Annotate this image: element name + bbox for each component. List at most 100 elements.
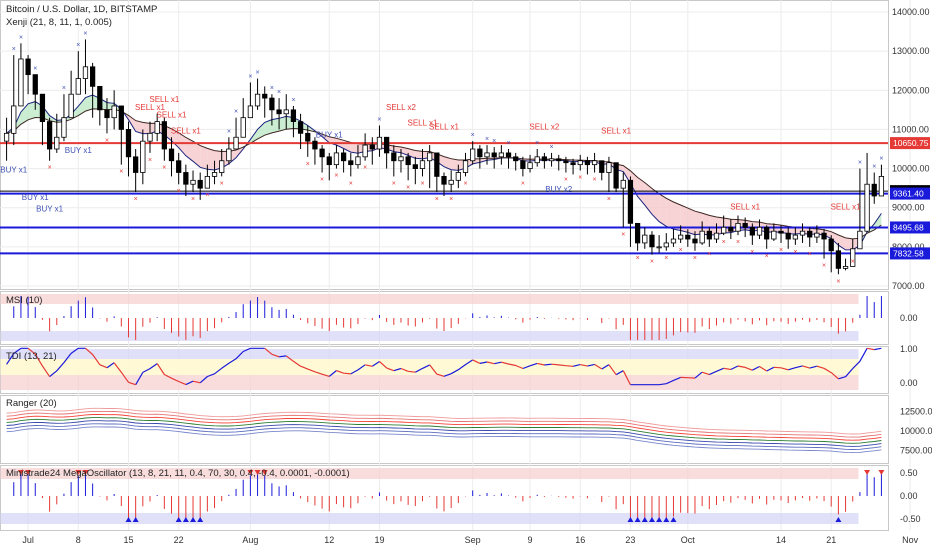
ma-cloud-segment (680, 204, 688, 233)
candle-body (226, 148, 232, 162)
mega-buy-arrow (648, 517, 655, 522)
ranger-band-line (6, 407, 882, 435)
candlestick-series[interactable] (3, 39, 885, 275)
ma-cloud-segment (415, 150, 423, 159)
tdi-mid-band (0, 359, 859, 375)
candle-body (254, 93, 261, 107)
candle-body (140, 140, 146, 173)
ma-cloud-segment (651, 188, 660, 222)
level-tag-bg (890, 247, 930, 260)
mega-buy-arrow (190, 517, 197, 522)
candle-body (154, 121, 160, 134)
candle-body (369, 144, 375, 150)
candle-body (470, 148, 476, 162)
candle-body (835, 250, 842, 269)
candle-body (570, 162, 576, 166)
candle-body (75, 78, 81, 95)
candle-body (262, 93, 268, 99)
candle-body (606, 162, 612, 173)
candle-body (348, 160, 354, 166)
price-tick-label: 7000.00 (892, 281, 925, 291)
msi-panel[interactable] (0, 294, 882, 341)
buy-x-marker: × (256, 70, 260, 77)
ma-cloud-segment (694, 211, 703, 235)
msi-title: MSI (10) (6, 295, 42, 306)
candle-body (527, 162, 533, 169)
candle-body (398, 156, 404, 162)
sell-x-marker: × (822, 263, 826, 270)
sell-x-marker: × (765, 253, 769, 260)
price-axis[interactable]: 14000.00 13000.00 12000.00 11000.00 10000.00… (892, 7, 930, 291)
tdi-line-falling (27, 347, 875, 386)
ma-cloud-segment (200, 145, 208, 170)
sell-x-marker: × (722, 239, 726, 246)
candle-body (319, 148, 325, 158)
mega-buy-arrow (132, 517, 139, 522)
ranger-band-line (6, 423, 882, 450)
candle-body (534, 156, 540, 164)
time-tick-label: Jul (22, 535, 34, 545)
candle-body (133, 156, 139, 173)
time-tick-label: Sep (465, 535, 481, 545)
candle-body (749, 226, 755, 236)
candle-body (692, 238, 698, 244)
time-tick-label: 8 (76, 535, 81, 545)
ma-cloud-segment (279, 116, 287, 132)
sell-x-marker: × (435, 196, 439, 203)
ranger-band-line (6, 410, 882, 438)
sell-x-marker: × (420, 180, 424, 187)
mega-sell-arrow (247, 470, 254, 475)
signal-label: SELL x1 (601, 126, 631, 135)
sell-x-marker: × (607, 196, 611, 203)
slow-ma-line (6, 108, 882, 240)
sell-x-marker: × (664, 255, 668, 262)
candle-body (799, 230, 806, 236)
price-tick-label: 14000.00 (892, 7, 930, 17)
signal-label: SELL x1 (408, 119, 438, 128)
sell-x-marker: × (736, 239, 740, 246)
candle-body (441, 175, 447, 185)
mega-buy-arrow (641, 517, 648, 522)
sell-x-marker: × (707, 251, 711, 258)
time-tick-label: 9 (528, 535, 533, 545)
candle-body (276, 109, 282, 115)
price-tick-label: 9000.00 (892, 203, 925, 213)
candle-body (247, 105, 254, 119)
mega-buy-arrow (634, 517, 641, 522)
ma-cloud-segment (207, 148, 215, 170)
candle-body (211, 172, 218, 177)
candle-body (713, 232, 720, 240)
signal-label: SELL x1 (429, 122, 459, 131)
sell-x-marker: × (851, 259, 855, 266)
signal-label: SELL x1 (149, 95, 179, 104)
candle-body (68, 93, 74, 119)
sub-tick-label: 7500.00 (900, 445, 932, 455)
megaoscillator-panel[interactable] (0, 468, 885, 524)
candle-body (391, 152, 397, 162)
candle-body (505, 152, 512, 158)
sub-tick-label: -0.50 (900, 514, 921, 524)
candle-body (333, 152, 340, 166)
sell-x-marker: × (750, 249, 754, 256)
ma-cloud-segment (630, 170, 638, 197)
candle-body (283, 109, 289, 115)
candle-body (269, 97, 275, 111)
signal-label: SELL x1 (135, 103, 165, 112)
buy-x-marker: × (506, 140, 510, 147)
candle-body (498, 152, 504, 158)
candle-body (699, 230, 705, 244)
candle-body (197, 179, 203, 189)
signal-label: SELL x1 (831, 203, 861, 212)
candle-body (484, 152, 490, 158)
time-axis[interactable]: Jul 8 15 22 Aug 12 19 Sep 9 16 23 Oct 14 21 Nov (22, 535, 918, 545)
candle-body (168, 148, 175, 162)
mega-upper-band (0, 468, 859, 479)
sell-x-marker: × (779, 247, 783, 254)
candle-body (764, 226, 770, 240)
tdi-panel[interactable] (0, 347, 882, 390)
ranger-panel[interactable] (6, 407, 882, 454)
panel-frame-3 (0, 395, 889, 464)
buy-x-marker: × (550, 144, 554, 151)
buy-x-marker: × (858, 160, 862, 167)
